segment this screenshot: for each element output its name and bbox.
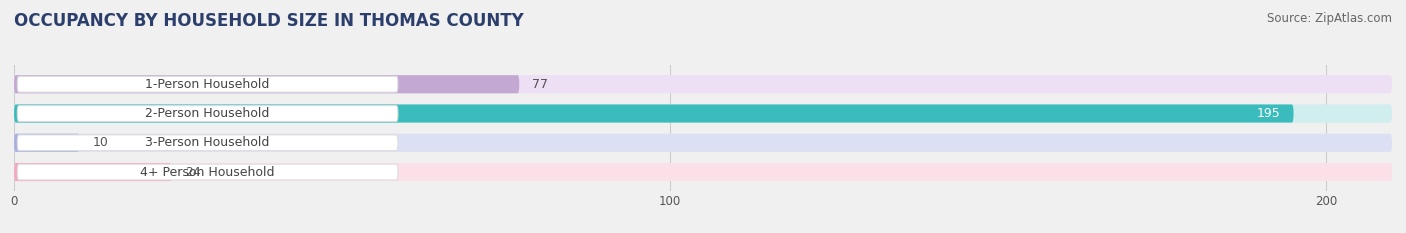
- FancyBboxPatch shape: [14, 75, 1392, 93]
- Text: 2-Person Household: 2-Person Household: [145, 107, 270, 120]
- Text: 4+ Person Household: 4+ Person Household: [141, 165, 274, 178]
- Text: 77: 77: [533, 78, 548, 91]
- Text: 1-Person Household: 1-Person Household: [145, 78, 270, 91]
- FancyBboxPatch shape: [17, 164, 398, 180]
- FancyBboxPatch shape: [14, 104, 1294, 123]
- FancyBboxPatch shape: [14, 134, 1392, 152]
- Text: 10: 10: [93, 136, 108, 149]
- Text: 24: 24: [184, 165, 201, 178]
- FancyBboxPatch shape: [14, 163, 1392, 181]
- FancyBboxPatch shape: [17, 135, 398, 151]
- Text: Source: ZipAtlas.com: Source: ZipAtlas.com: [1267, 12, 1392, 25]
- FancyBboxPatch shape: [14, 134, 80, 152]
- FancyBboxPatch shape: [14, 75, 519, 93]
- Text: OCCUPANCY BY HOUSEHOLD SIZE IN THOMAS COUNTY: OCCUPANCY BY HOUSEHOLD SIZE IN THOMAS CO…: [14, 12, 524, 30]
- FancyBboxPatch shape: [14, 163, 172, 181]
- FancyBboxPatch shape: [17, 106, 398, 121]
- Text: 195: 195: [1257, 107, 1281, 120]
- FancyBboxPatch shape: [17, 76, 398, 92]
- Text: 3-Person Household: 3-Person Household: [145, 136, 270, 149]
- FancyBboxPatch shape: [14, 104, 1392, 123]
